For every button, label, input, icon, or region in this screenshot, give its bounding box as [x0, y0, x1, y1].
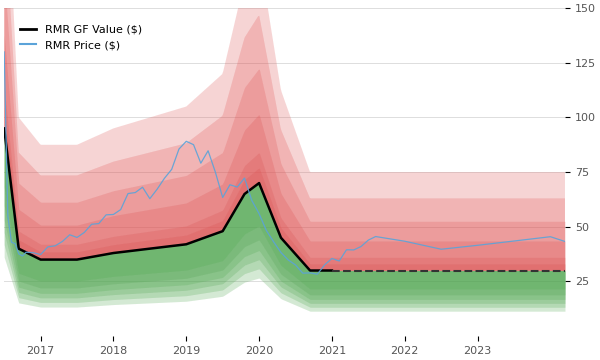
Legend: RMR GF Value ($), RMR Price ($): RMR GF Value ($), RMR Price ($): [16, 20, 147, 55]
